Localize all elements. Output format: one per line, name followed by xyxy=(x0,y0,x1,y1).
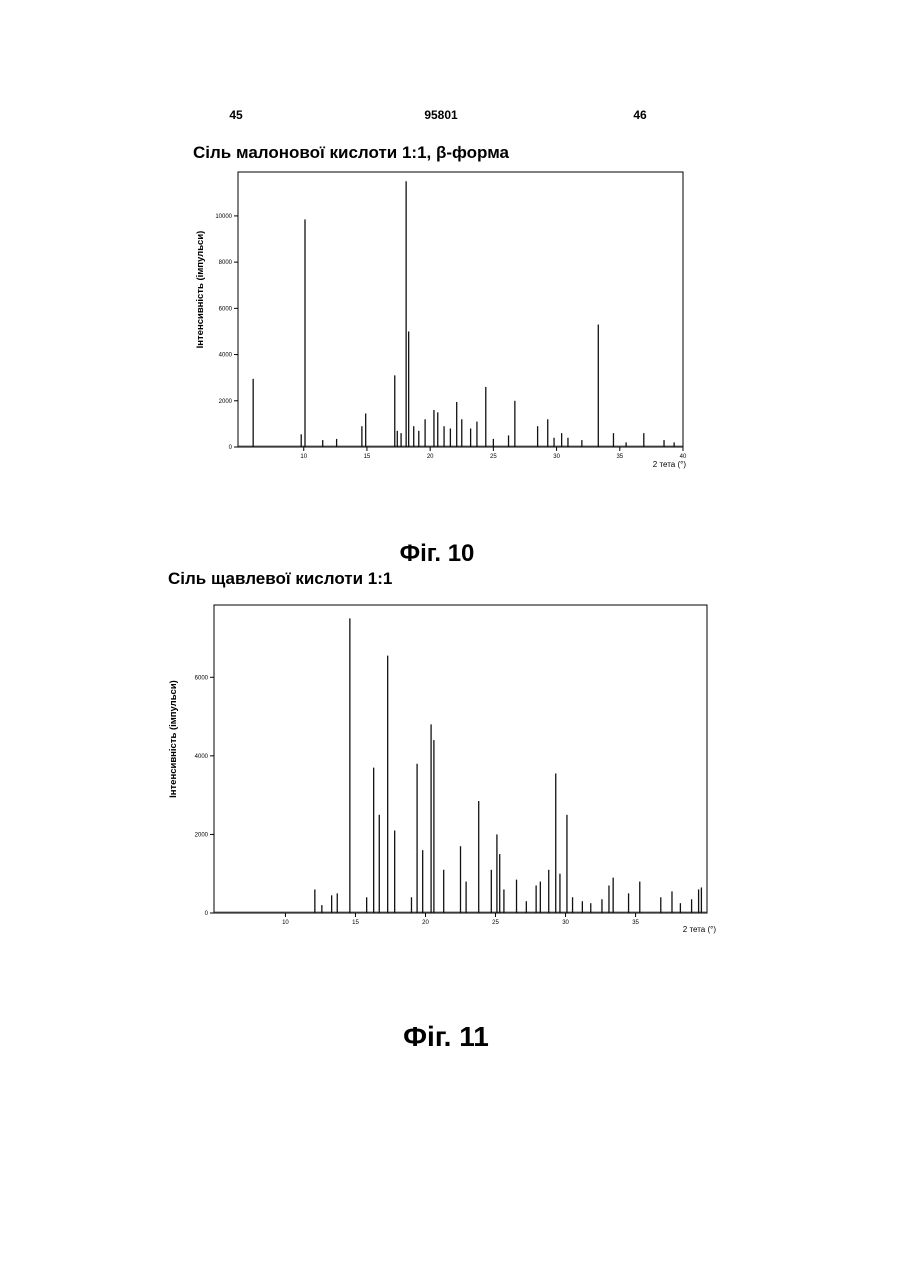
chart-title: Сіль малонової кислоти 1:1, β-форма xyxy=(193,143,510,162)
x-tick-label: 25 xyxy=(490,454,497,460)
x-tick-label: 20 xyxy=(427,454,434,460)
patent-number: 95801 xyxy=(424,108,458,122)
y-tick-label: 2000 xyxy=(219,399,233,405)
y-tick-label: 6000 xyxy=(195,675,209,681)
x-tick-label: 30 xyxy=(562,920,569,926)
x-tick-label: 15 xyxy=(352,920,359,926)
x-tick-label: 30 xyxy=(553,454,560,460)
x-tick-label: 15 xyxy=(364,454,371,460)
x-axis-label: 2 тета (°) xyxy=(653,460,687,469)
x-tick-label: 35 xyxy=(632,920,639,926)
y-tick-label: 0 xyxy=(205,911,209,917)
y-tick-label: 4000 xyxy=(219,353,233,359)
figure-caption: Фіг. 10 xyxy=(400,540,475,567)
x-tick-label: 10 xyxy=(300,454,307,460)
y-tick-label: 10000 xyxy=(215,214,232,220)
figure-caption: Фіг. 11 xyxy=(403,1021,489,1052)
y-tick-label: 2000 xyxy=(195,832,209,838)
page-number-left: 45 xyxy=(229,108,243,122)
x-tick-label: 35 xyxy=(616,454,623,460)
x-tick-label: 10 xyxy=(282,920,289,926)
y-tick-label: 4000 xyxy=(195,754,209,760)
chart-title: Сіль щавлевої кислоти 1:1 xyxy=(168,569,392,588)
y-tick-label: 6000 xyxy=(219,306,233,312)
y-tick-label: 8000 xyxy=(219,260,233,266)
y-axis-label: Інтенсивність (імпульси) xyxy=(168,680,179,798)
page: 45 95801 46 Фіг. 10 Фіг. 11 Сіль малонов… xyxy=(0,0,901,1273)
y-tick-label: 0 xyxy=(229,445,233,451)
page-number-right: 46 xyxy=(633,108,647,122)
x-tick-label: 25 xyxy=(492,920,499,926)
x-tick-label: 40 xyxy=(680,454,687,460)
x-axis-label: 2 тета (°) xyxy=(683,925,717,934)
y-axis-label: Інтенсивність (імпульси) xyxy=(195,231,206,349)
x-tick-label: 20 xyxy=(422,920,429,926)
